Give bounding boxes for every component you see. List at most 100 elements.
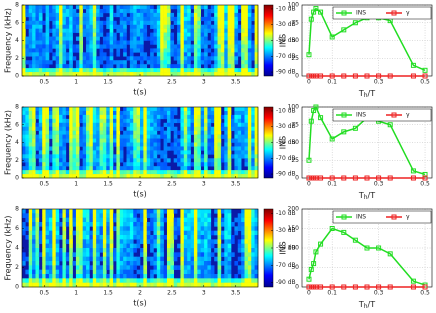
spectrogram-cell [194,244,198,249]
spectrogram-cell [46,48,50,52]
spectrogram-cell [130,64,134,68]
spectrogram-cell [241,209,245,214]
spectrogram-cell [187,218,191,223]
spectrogram-cell [234,261,238,266]
spectrogram-cell [245,119,249,123]
spectrogram-cell [224,131,228,135]
spectrogram-cell [133,143,137,147]
spectrogram-cell [39,60,43,64]
spectrogram-cell [221,48,225,52]
spectrogram-cell [218,213,222,218]
spectrogram-cell [22,25,26,29]
spectrogram-cell [123,52,127,56]
spectrogram-cell [197,265,201,270]
spectrogram-cell [184,226,188,231]
spectrogram-cell [69,135,73,139]
spectrogram-cell [218,270,222,275]
spectrogram-cell [153,48,157,52]
spectrogram-cell [89,213,93,218]
spectrogram-cell [52,213,56,218]
spectrogram-cell [130,25,134,29]
spectrogram-cell [116,174,120,178]
spectrogram-cell [96,265,100,270]
spectrogram-cell [245,154,249,158]
spectrogram-cell [187,33,191,37]
spectrogram-cell [116,123,120,127]
spectrogram-cell [83,226,87,231]
spectrogram-cell [100,127,104,131]
spectrogram-cell [157,239,161,244]
spectrogram-cell [224,33,228,37]
spectrogram-cell [207,239,211,244]
spectrogram-cell [221,222,225,227]
spectrogram-cell [167,115,171,119]
spectrogram-cell [130,257,134,262]
spectrogram-cell [157,41,161,45]
spectrogram-cell [86,29,90,33]
spectrogram-cell [66,21,70,25]
spectrogram-cell [100,222,104,227]
spectrogram-cell [214,56,218,60]
spectrogram-cell [204,166,208,170]
spectrogram-cell [214,170,218,174]
spectrogram-cell [103,154,107,158]
spectrogram-cell [73,111,77,115]
spectrogram-cell [211,244,215,249]
spectrogram-cell [123,33,127,37]
spectrogram-cell [89,119,93,123]
spectrogram-cell [22,209,26,214]
spectrogram-cell [127,231,131,236]
spectrogram-cell [234,127,238,131]
spectrogram-cell [251,226,255,231]
spectrogram-cell [39,283,43,288]
spectrogram-cell [251,107,255,111]
spectrogram-cell [231,60,235,64]
spectrogram-cell [201,209,205,214]
spectrogram-cell [46,25,50,29]
spectrogram-cell [110,41,114,45]
spectrogram-cell [228,123,232,127]
spectrogram-cell [184,265,188,270]
spectrogram-cell [224,107,228,111]
spectrogram-cell [187,265,191,270]
spectrogram-cell [49,252,53,257]
spectrogram-cell [39,270,43,275]
spectrogram-cell [83,239,87,244]
spectrogram-cell [143,226,147,231]
spectrogram-cell [194,48,198,52]
spectrogram-cell [127,123,131,127]
spectrogram-cell [29,29,33,33]
spectrogram-cell [59,139,63,143]
spectrogram-cell [180,139,184,143]
spectrogram-cell [113,252,117,257]
spectrogram-cell [86,150,90,154]
spectrogram-cell [221,29,225,33]
spectrogram-cell [241,21,245,25]
spectrogram-cell [248,213,252,218]
spectrogram-cell [167,111,171,115]
spectrogram-cell [110,146,114,150]
spectrogram-cell [207,283,211,288]
spectrogram-cell [153,107,157,111]
spectrogram-cell [197,239,201,244]
spectrogram-cell [25,44,29,48]
spectrogram-cell [234,158,238,162]
spectrogram-cell [32,170,36,174]
spectrogram-cell [207,261,211,266]
spectrogram-cell [130,21,134,25]
spectrogram-cell [120,146,124,150]
spectrogram-cell [224,283,228,288]
y-tick-label: 2 [15,55,19,62]
spectrogram-cell [224,274,228,279]
spectrogram-cell [204,278,208,283]
spectrogram-cell [52,56,56,60]
spectrogram-cell [160,25,164,29]
spectrogram-cell [86,248,90,253]
spectrogram-cell [248,56,252,60]
spectrogram-cell [73,222,77,227]
spectrogram-cell [113,218,117,223]
spectrogram-cell [251,278,255,283]
spectrogram-cell [120,123,124,127]
spectrogram-cell [130,44,134,48]
spectrogram-cell [197,25,201,29]
